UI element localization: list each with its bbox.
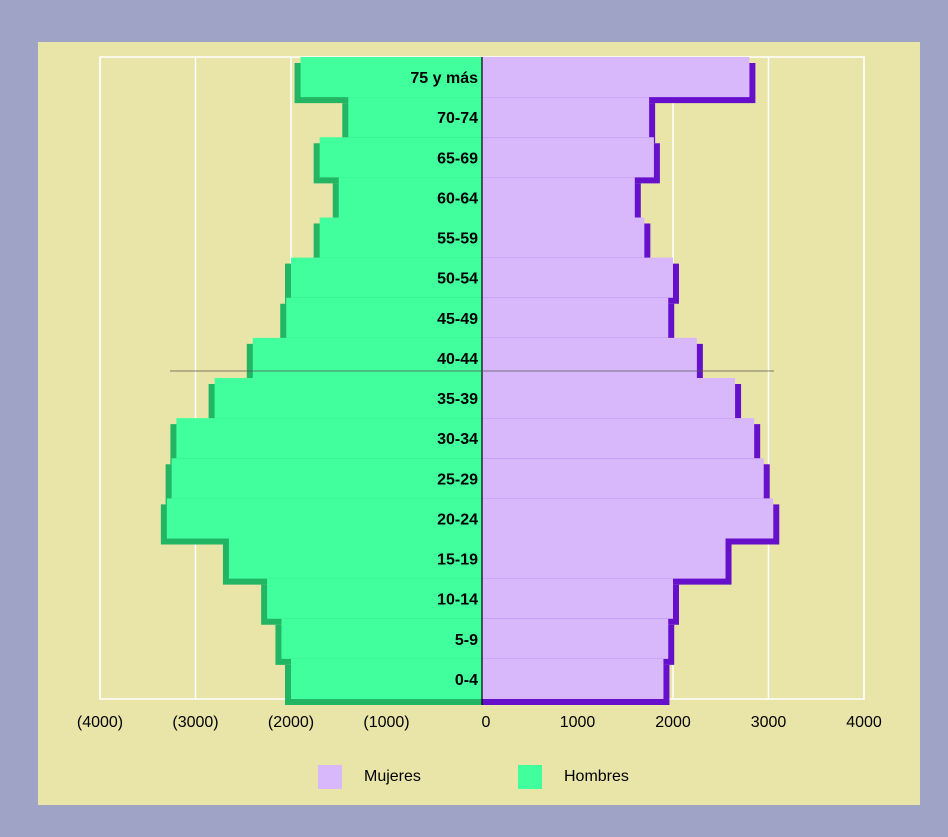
x-tick-label: 2000 [655,714,691,731]
x-tick-label: 0 [482,714,491,731]
x-tick-label: 3000 [751,714,787,731]
category-label: 15-19 [437,552,478,569]
category-label: 30-34 [437,431,478,448]
bar-hombres [171,458,482,499]
bar-hombres [166,498,482,539]
bar-mujeres [482,498,774,539]
legend-swatch-hombres [518,765,542,789]
bar-mujeres [482,217,645,258]
bar-hombres [319,217,482,258]
bar-mujeres [482,618,669,659]
legend-label-mujeres: Mujeres [364,768,421,785]
bar-mujeres [482,57,750,98]
bar-mujeres [482,458,764,499]
category-label: 65-69 [437,150,478,167]
category-label: 60-64 [437,190,478,207]
x-tick-label: (2000) [268,714,314,731]
category-label: 5-9 [455,632,478,649]
legend-label-hombres: Hombres [564,768,629,785]
bar-mujeres [482,378,736,419]
category-label: 45-49 [437,311,478,328]
category-label: 55-59 [437,231,478,248]
bar-hombres [214,378,482,419]
bar-hombres [291,658,482,699]
legend-item-mujeres: Mujeres [318,764,421,790]
bar-mujeres [482,257,673,298]
category-label: 20-24 [437,511,478,528]
bar-mujeres [482,297,669,338]
bar-hombres [286,297,482,338]
x-tick-label: 4000 [846,714,882,731]
bar-mujeres [482,578,673,619]
bar-mujeres [482,418,755,459]
category-label: 50-54 [437,271,478,288]
bar-hombres [338,177,482,218]
x-tick-label: (4000) [77,714,123,731]
category-label: 25-29 [437,471,478,488]
legend-item-hombres: Hombres [518,764,629,790]
bar-mujeres [482,538,726,579]
legend-swatch-mujeres [318,765,342,789]
bar-mujeres [482,97,650,138]
category-label: 70-74 [437,110,478,127]
bar-mujeres [482,177,635,218]
category-label: 75 y más [410,70,478,87]
bar-mujeres [482,337,697,378]
bar-hombres [319,137,482,178]
x-tick-label: 1000 [560,714,596,731]
bar-hombres [300,57,482,98]
bar-hombres [267,578,482,619]
chart-legend: Mujeres Hombres [0,764,948,794]
bar-hombres [281,618,482,659]
bar-hombres [291,257,482,298]
bar-hombres [348,97,482,138]
bar-hombres [176,418,482,459]
bar-mujeres [482,137,654,178]
category-label: 35-39 [437,391,478,408]
x-tick-label: (3000) [172,714,218,731]
x-tick-label: (1000) [363,714,409,731]
bar-mujeres [482,658,664,699]
bar-hombres [228,538,482,579]
category-label: 10-14 [437,592,478,609]
category-label: 40-44 [437,351,478,368]
category-label: 0-4 [455,672,478,689]
